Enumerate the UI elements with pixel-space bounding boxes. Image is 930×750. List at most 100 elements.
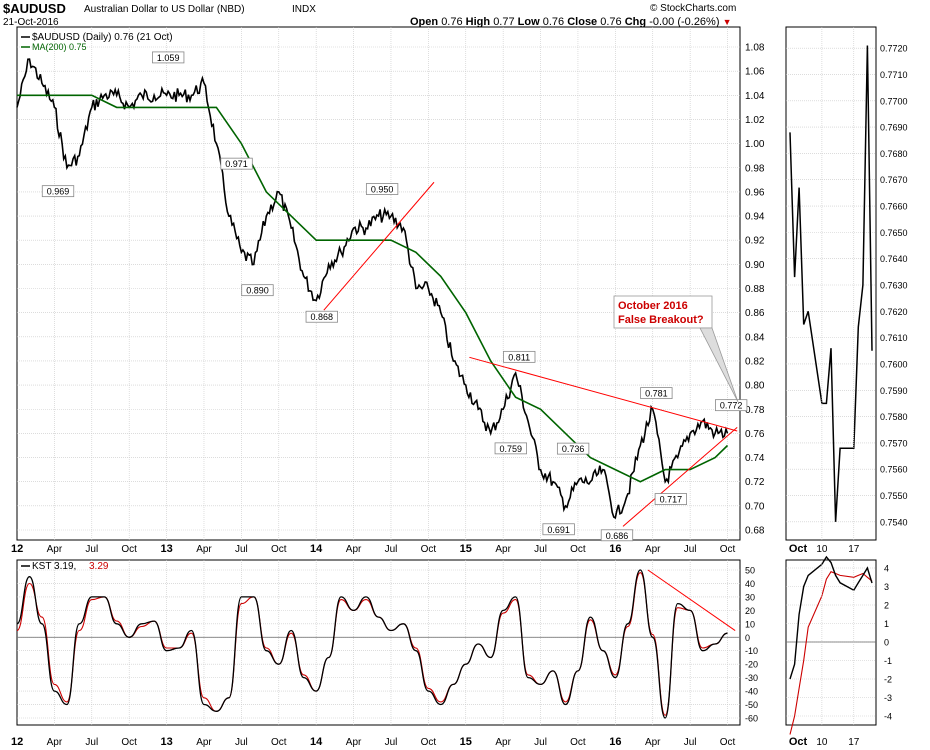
price-annotation-box: [220, 157, 253, 170]
price-annotation-box: [542, 523, 575, 536]
price-y-tick-label: 1.06: [745, 67, 765, 78]
price-annotation-box: [241, 284, 274, 297]
legend-kst-signal-label: 3.29: [89, 561, 109, 572]
price-x-tick-label: Apr: [346, 544, 362, 555]
price-y-tick-label: 0.68: [745, 526, 765, 537]
price-annotation-label: 0.759: [500, 444, 523, 454]
mini-price-y-tick-label: 0.7710: [880, 70, 908, 80]
mini-price-y-tick-label: 0.7600: [880, 359, 908, 369]
kst-signal-line: [16, 572, 728, 716]
mini-kst-signal-line: [789, 571, 873, 735]
mini-kst-x-tick-label: 10: [816, 737, 828, 748]
open-label: Open: [410, 16, 439, 28]
price-annotation-box: [715, 399, 748, 412]
price-x-tick-label: 14: [310, 543, 323, 555]
low-value: 0.76: [542, 16, 565, 28]
price-x-tick-label: Apr: [196, 544, 212, 555]
price-x-tick-label: 13: [160, 543, 172, 555]
mini-kst-line: [789, 555, 873, 680]
price-y-tick-label: 1.02: [745, 115, 765, 126]
kst-x-tick-label: 16: [609, 736, 621, 748]
mini-kst-y-tick-label: 2: [884, 601, 889, 611]
mini-price-y-tick-label: 0.7570: [880, 438, 908, 448]
mini-price-y-tick-label: 0.7700: [880, 96, 908, 106]
kst-y-tick-label: -60: [745, 714, 758, 724]
mini-price-y-tick-label: 0.7620: [880, 307, 908, 317]
kst-y-tick-label: 40: [745, 579, 755, 589]
mini-price-x-tick-label: 17: [848, 544, 860, 555]
price-y-tick-label: 0.86: [745, 308, 765, 319]
price-annotation-box: [494, 442, 527, 455]
price-x-tick-label: Jul: [684, 544, 697, 555]
mini-price-y-tick-label: 0.7590: [880, 386, 908, 396]
price-series-line: [16, 58, 729, 520]
kst-x-tick-label: Jul: [235, 737, 248, 748]
price-annotation-box: [41, 185, 75, 198]
price-y-tick-label: 0.70: [745, 501, 765, 512]
price-y-tick-label: 0.82: [745, 356, 765, 367]
price-x-tick-label: Jul: [235, 544, 248, 555]
price-y-tick-label: 0.94: [745, 212, 765, 223]
price-y-tick-label: 0.80: [745, 381, 765, 392]
price-x-tick-label: 15: [460, 543, 472, 555]
mini-price-y-tick-label: 0.7720: [880, 44, 908, 54]
price-annotation-label: 0.950: [371, 185, 394, 195]
mini-kst-y-tick-label: -1: [884, 656, 892, 666]
brand-label[interactable]: © StockCharts.com: [650, 3, 737, 14]
price-y-tick-label: 1.08: [745, 43, 765, 54]
kst-trendline: [647, 569, 736, 631]
mini-kst-frame: [785, 559, 877, 726]
mini-kst-x-tick-label: Oct: [789, 736, 808, 748]
price-annotation-label: 0.686: [606, 531, 629, 541]
kst-y-tick-label: 50: [745, 566, 755, 576]
mini-kst-y-tick-label: 0: [884, 638, 889, 648]
open-value: 0.76: [441, 16, 463, 28]
price-y-tick-label: 0.90: [745, 260, 765, 271]
trendline: [323, 181, 435, 311]
price-y-tick-label: 1.04: [745, 91, 765, 102]
price-y-tick-label: 1.00: [745, 139, 765, 150]
kst-x-tick-label: 13: [160, 736, 172, 748]
price-annotation-box: [640, 387, 673, 399]
mini-price-x-tick-label: Oct: [789, 543, 808, 555]
trendline: [622, 426, 738, 527]
kst-x-tick-label: Oct: [570, 737, 586, 748]
kst-y-tick-label: -40: [745, 687, 758, 697]
price-y-tick-label: 0.98: [745, 163, 765, 174]
price-x-tick-label: Oct: [271, 544, 287, 555]
ma200-line: [17, 94, 729, 483]
callout-line-1: October 2016: [618, 300, 688, 312]
price-annotation-label: 0.781: [645, 389, 668, 399]
kst-y-tick-label: 30: [745, 592, 755, 602]
kst-line: [16, 569, 728, 719]
mini-price-y-tick-label: 0.7630: [880, 281, 908, 291]
down-arrow-icon: ▼: [722, 17, 732, 27]
price-x-tick-label: Apr: [47, 544, 63, 555]
kst-y-tick-label: 20: [745, 606, 755, 616]
mini-price-y-tick-label: 0.7550: [880, 491, 908, 501]
price-annotation-label: 0.717: [660, 495, 683, 505]
ohlc-readout: Open 0.76 High 0.77 Low 0.76 Close 0.76 …: [410, 16, 731, 28]
low-label: Low: [517, 16, 540, 28]
price-annotation-box: [305, 310, 338, 323]
mini-price-y-tick-label: 0.7640: [880, 254, 908, 264]
mini-kst-y-tick-label: 3: [884, 582, 889, 592]
kst-x-tick-label: Jul: [534, 737, 547, 748]
mini-price-y-tick-label: 0.7690: [880, 123, 908, 133]
price-y-tick-label: 0.88: [745, 284, 765, 295]
price-x-tick-label: Jul: [534, 544, 547, 555]
legend-ma-label: MA(200) 0.75: [32, 42, 87, 52]
price-annotation-box: [600, 529, 634, 542]
kst-x-tick-label: Oct: [271, 737, 287, 748]
price-annotation-label: 0.890: [246, 286, 269, 296]
price-x-tick-label: Oct: [570, 544, 586, 555]
mini-price-y-tick-label: 0.7610: [880, 333, 908, 343]
price-x-tick-label: 12: [11, 543, 23, 555]
kst-x-tick-label: Apr: [346, 737, 362, 748]
mini-kst-x-tick-label: 17: [848, 737, 860, 748]
price-annotation-box: [556, 442, 590, 455]
mini-price-y-tick-label: 0.7670: [880, 175, 908, 185]
mini-price-frame: [785, 26, 877, 541]
mini-price-y-tick-label: 0.7660: [880, 202, 908, 212]
close-label: Close: [567, 16, 598, 28]
